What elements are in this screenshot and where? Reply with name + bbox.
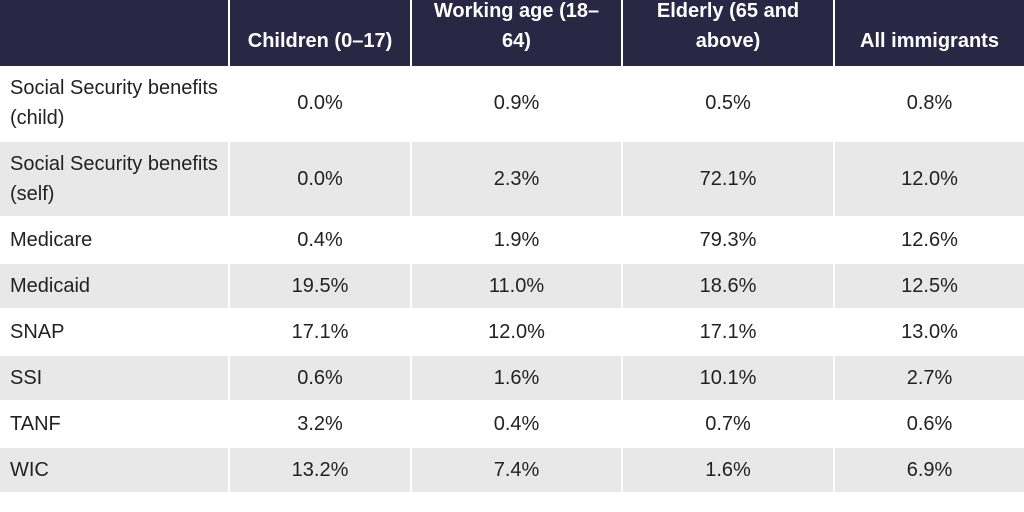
row-label: Social Security benefits (self)	[0, 142, 230, 218]
cell-elderly: 10.1%	[623, 356, 835, 402]
row-label: SSI	[0, 356, 230, 402]
header-elderly: Elderly (65 and above)	[623, 0, 835, 66]
cell-working-age: 11.0%	[412, 264, 623, 310]
benefits-table-container: Children (0–17) Working age (18–64) Elde…	[0, 0, 1024, 494]
header-program	[0, 0, 230, 66]
cell-children: 0.0%	[230, 66, 412, 142]
header-children: Children (0–17)	[230, 0, 412, 66]
cell-children: 17.1%	[230, 310, 412, 356]
header-all-immigrants: All immigrants	[835, 0, 1024, 66]
cell-elderly: 17.1%	[623, 310, 835, 356]
benefits-table: Children (0–17) Working age (18–64) Elde…	[0, 0, 1024, 494]
table-body: Social Security benefits (child) 0.0% 0.…	[0, 66, 1024, 494]
cell-elderly: 79.3%	[623, 218, 835, 264]
cell-children: 0.0%	[230, 142, 412, 218]
cell-working-age: 12.0%	[412, 310, 623, 356]
table-row: SSI 0.6% 1.6% 10.1% 2.7%	[0, 356, 1024, 402]
cell-all-immigrants: 6.9%	[835, 448, 1024, 494]
row-label: Medicare	[0, 218, 230, 264]
table-row: WIC 13.2% 7.4% 1.6% 6.9%	[0, 448, 1024, 494]
cell-all-immigrants: 12.6%	[835, 218, 1024, 264]
cell-children: 3.2%	[230, 402, 412, 448]
cell-elderly: 0.5%	[623, 66, 835, 142]
cell-all-immigrants: 2.7%	[835, 356, 1024, 402]
cell-elderly: 18.6%	[623, 264, 835, 310]
table-row: SNAP 17.1% 12.0% 17.1% 13.0%	[0, 310, 1024, 356]
table-row: Medicaid 19.5% 11.0% 18.6% 12.5%	[0, 264, 1024, 310]
row-label: Medicaid	[0, 264, 230, 310]
cell-children: 0.4%	[230, 218, 412, 264]
cell-all-immigrants: 13.0%	[835, 310, 1024, 356]
cell-all-immigrants: 0.6%	[835, 402, 1024, 448]
cell-children: 19.5%	[230, 264, 412, 310]
cell-elderly: 72.1%	[623, 142, 835, 218]
row-label: SNAP	[0, 310, 230, 356]
cell-all-immigrants: 0.8%	[835, 66, 1024, 142]
header-row: Children (0–17) Working age (18–64) Elde…	[0, 0, 1024, 66]
table-header: Children (0–17) Working age (18–64) Elde…	[0, 0, 1024, 66]
table-row: Social Security benefits (self) 0.0% 2.3…	[0, 142, 1024, 218]
table-row: Social Security benefits (child) 0.0% 0.…	[0, 66, 1024, 142]
cell-working-age: 0.9%	[412, 66, 623, 142]
cell-children: 0.6%	[230, 356, 412, 402]
cell-working-age: 7.4%	[412, 448, 623, 494]
cell-working-age: 1.9%	[412, 218, 623, 264]
header-working-age: Working age (18–64)	[412, 0, 623, 66]
cell-children: 13.2%	[230, 448, 412, 494]
cell-all-immigrants: 12.5%	[835, 264, 1024, 310]
row-label: Social Security benefits (child)	[0, 66, 230, 142]
table-row: Medicare 0.4% 1.9% 79.3% 12.6%	[0, 218, 1024, 264]
row-label: WIC	[0, 448, 230, 494]
cell-all-immigrants: 12.0%	[835, 142, 1024, 218]
cell-elderly: 0.7%	[623, 402, 835, 448]
table-row: TANF 3.2% 0.4% 0.7% 0.6%	[0, 402, 1024, 448]
row-label: TANF	[0, 402, 230, 448]
cell-working-age: 2.3%	[412, 142, 623, 218]
cell-working-age: 0.4%	[412, 402, 623, 448]
cell-elderly: 1.6%	[623, 448, 835, 494]
cell-working-age: 1.6%	[412, 356, 623, 402]
